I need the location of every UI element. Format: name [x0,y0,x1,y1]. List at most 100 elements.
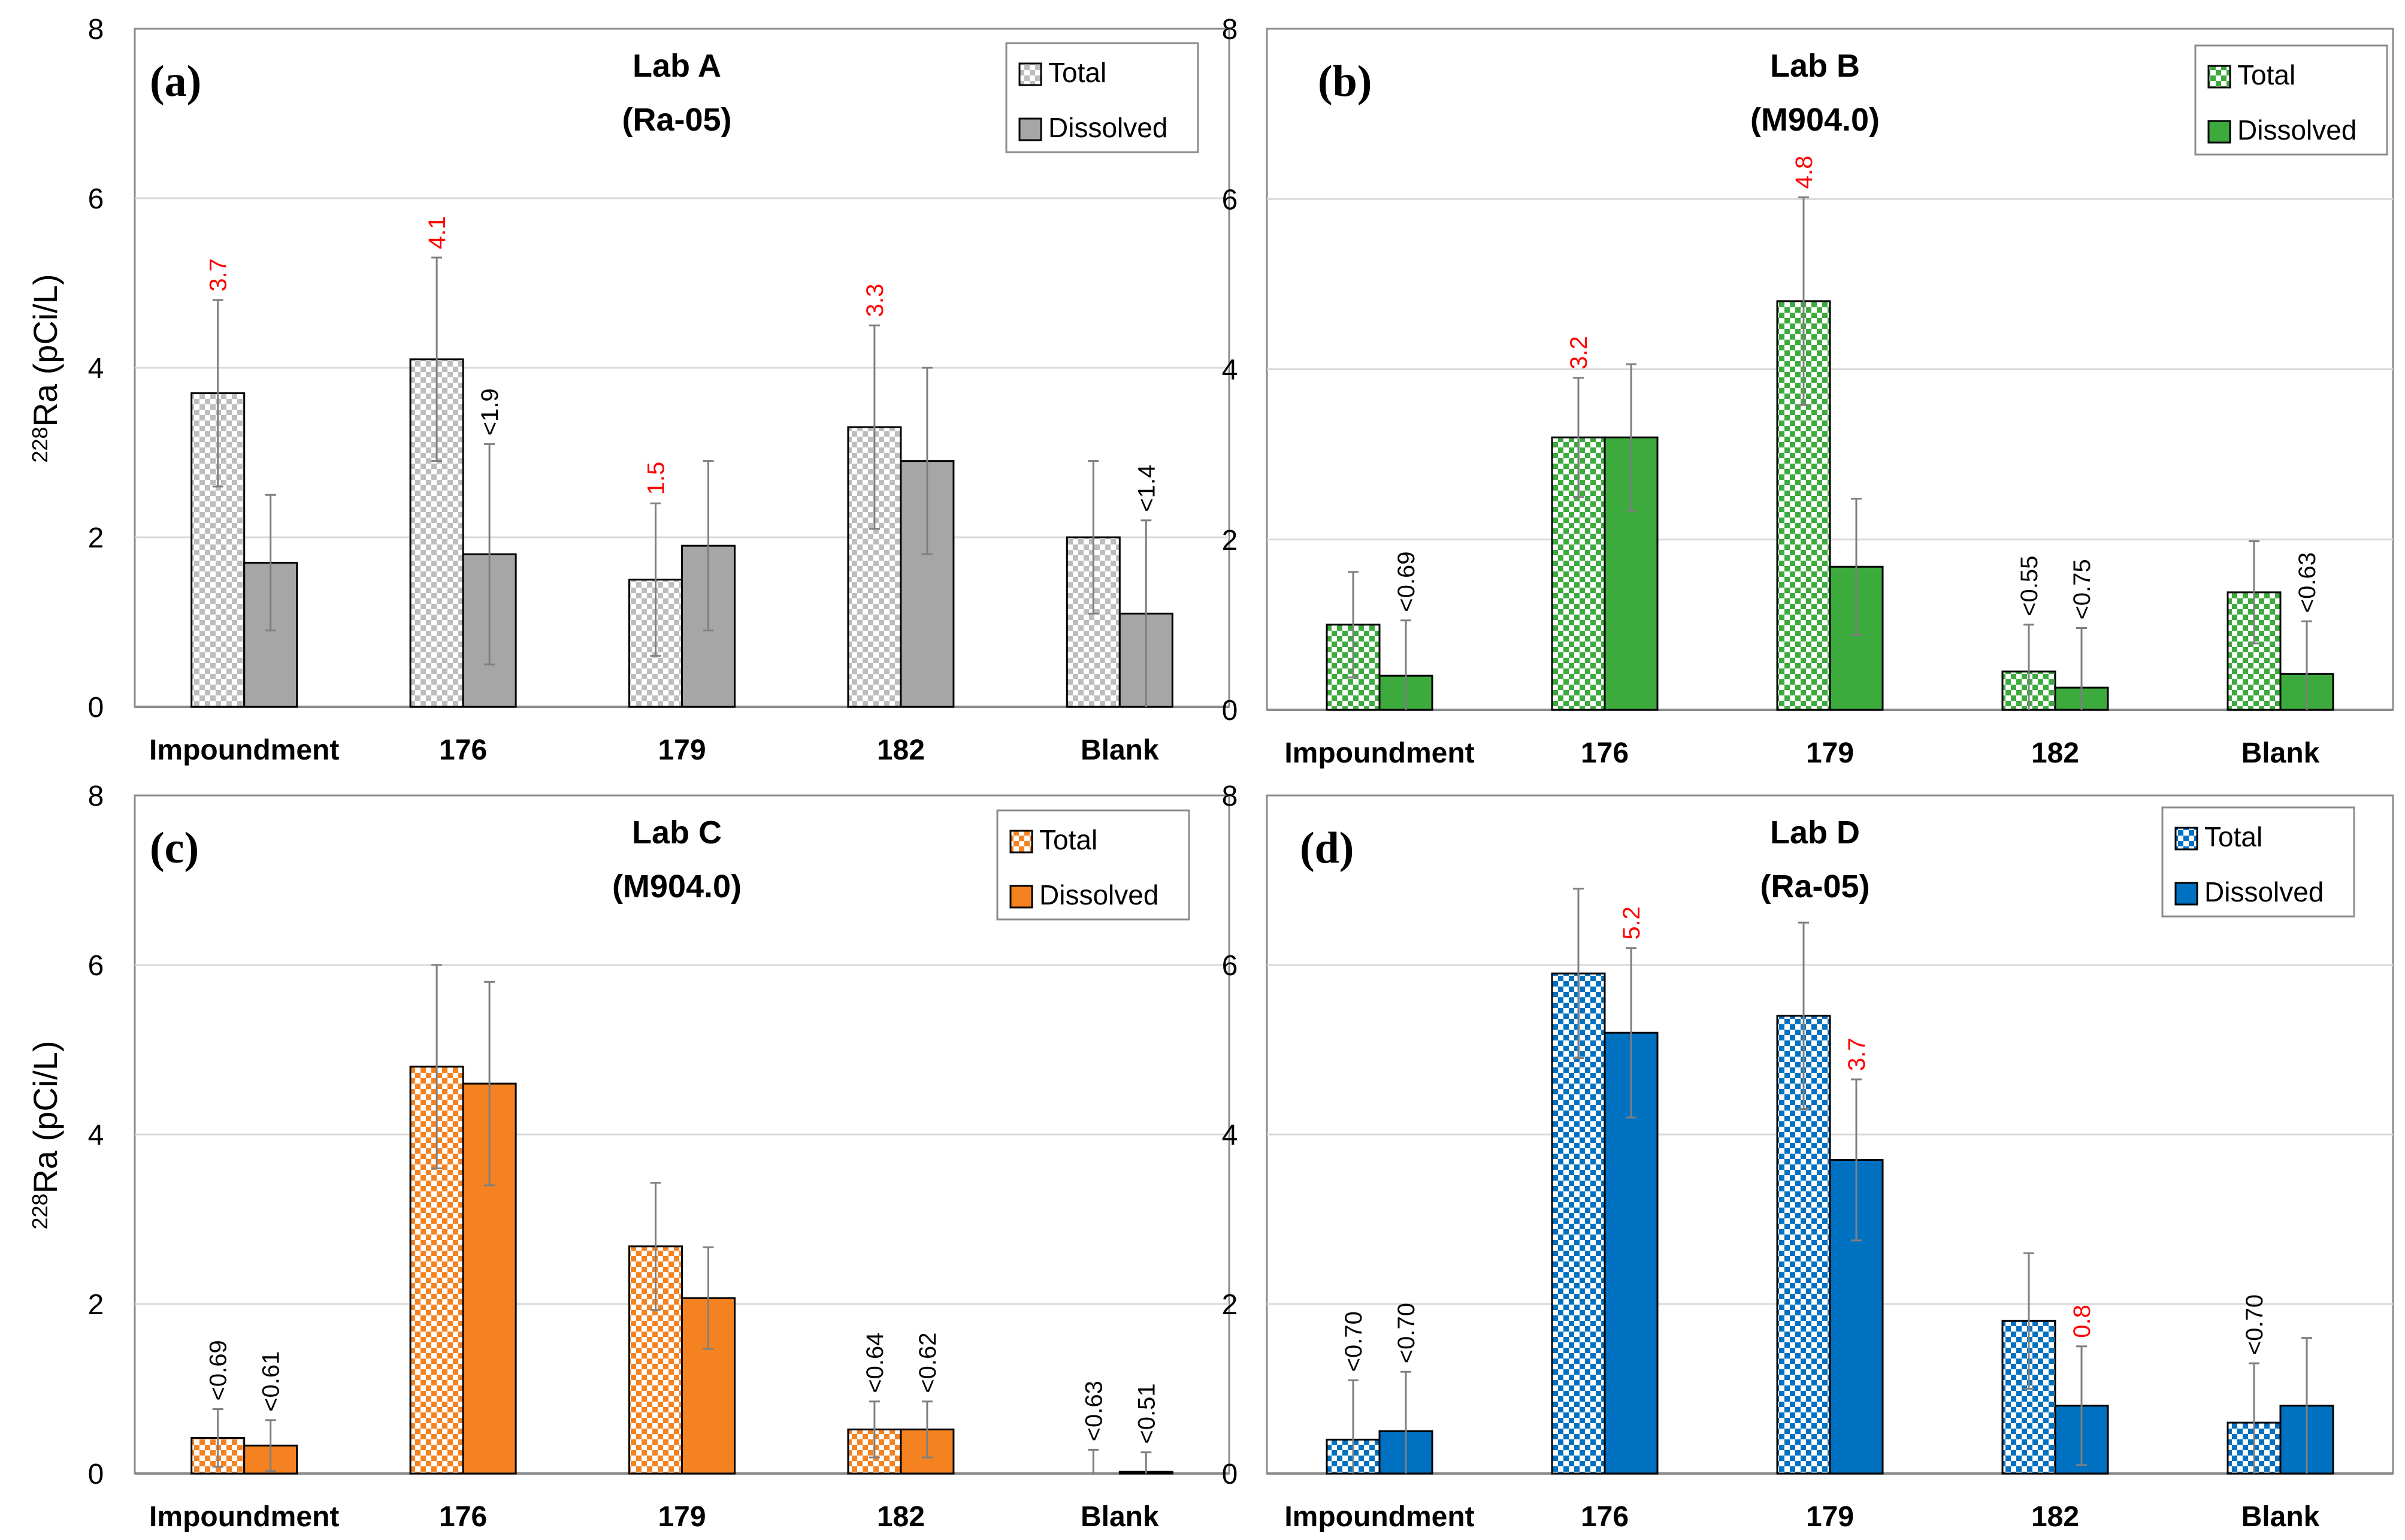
legend-label: Total [1039,824,1097,855]
chart-title: Lab B [1770,48,1860,84]
y-tick-label: 8 [1222,14,1238,46]
chart-panel-3: 0 2 4 6 8 Impoundment 176 179 182 Blank <0.70 <0.70… [1222,780,2394,1533]
y-tick-label: 2 [88,1289,104,1321]
y-tick-label: 6 [1222,184,1238,216]
legend-swatch-total [1018,62,1042,86]
legend-swatch-total [1009,830,1033,854]
y-tick-label: 8 [88,780,104,812]
x-tick-label: 179 [1806,1501,1854,1533]
data-label: 4.8 [1791,156,1817,189]
svg-text:228Ra (pCi/L): 228Ra (pCi/L) [26,274,64,462]
legend-label: Total [2237,59,2295,90]
data-label: <0.51 [1133,1383,1160,1444]
chart-title: Lab A [633,48,721,84]
legend-label: Total [1048,57,1106,88]
legend-swatch-dissolved [1009,885,1033,909]
svg-text:228Ra (pCi/L): 228Ra (pCi/L) [26,1040,64,1229]
data-label: <0.75 [2069,559,2095,619]
x-tick-label: Impoundment [1284,1501,1474,1533]
y-tick-label: 4 [88,353,104,385]
legend: Total Dissolved [996,809,1190,921]
chart-panel-1: 0 2 4 6 8 Impoundment 176 179 182 Blank <0.69 3.2 4.… [1222,14,2394,769]
legend-swatch-total [2207,65,2231,89]
panel-label: (d) [1300,824,1354,873]
chart-subtitle: (M904.0) [1750,102,1880,138]
data-label: 1.5 [643,462,670,495]
data-label: <0.69 [1393,552,1420,612]
data-label: 5.2 [1619,906,1645,940]
x-tick-label: 176 [1581,1501,1629,1533]
x-tick-label: Impoundment [149,734,339,766]
x-tick-label: 182 [877,1501,925,1533]
x-tick-label: Blank [2241,1501,2320,1533]
panel-label: (c) [150,824,199,873]
chart-subtitle: (Ra-05) [1760,869,1869,904]
data-label: <0.62 [915,1333,941,1393]
ylabel-superscript: 228 [28,427,52,463]
legend: Total Dissolved [1005,42,1199,153]
data-label: 0.8 [2069,1305,2095,1338]
y-tick-label: 6 [88,950,104,982]
data-label: <1.4 [1133,465,1160,512]
legend: Total Dissolved [2194,44,2388,156]
chart-subtitle: (Ra-05) [622,102,731,138]
x-tick-label: 176 [439,1501,487,1533]
data-label: <0.63 [1081,1381,1107,1441]
legend-swatch-dissolved [1018,117,1042,141]
legend: Total Dissolved [2161,806,2355,918]
y-tick-label: 2 [1222,1289,1238,1321]
data-label: <0.55 [2016,556,2043,616]
x-tick-label: 182 [2031,737,2079,769]
x-tick-label: Impoundment [149,1501,339,1533]
x-tick-label: 179 [1806,737,1854,769]
data-label: 3.2 [1566,336,1592,370]
ylabel-main: Ra (pCi/L) [26,1040,64,1193]
ylabel-main: Ra (pCi/L) [26,274,64,426]
x-tick-label: 182 [877,734,925,766]
y-tick-label: 2 [88,522,104,554]
shared-ylabel-top: 228Ra (pCi/L) [26,274,64,462]
legend-swatch-total [2174,827,2198,851]
bar-dissolved-179 [1829,1158,1884,1475]
data-label: 4.1 [424,216,450,249]
y-tick-label: 2 [1222,525,1238,556]
chart-panel-0: 0 2 4 6 8 Impoundment 176 179 182 Blank 3.7 4.1 <1.9… [88,14,1230,766]
panel-label: (b) [1318,57,1372,106]
shared-ylabel-bottom: 228Ra (pCi/L) [26,1040,64,1229]
x-tick-label: 182 [2031,1501,2079,1533]
y-tick-label: 8 [1222,780,1238,812]
data-label: 3.3 [862,284,888,317]
chart-panel-2: 0 2 4 6 8 Impoundment 176 179 182 Blank <0.69 <0.61… [88,780,1230,1533]
legend-label: Total [2204,821,2262,852]
x-tick-label: 179 [658,1501,706,1533]
data-label: <1.9 [477,388,503,435]
legend-label: Dissolved [1039,879,1158,910]
y-tick-label: 0 [1222,695,1238,727]
chart-title: Lab C [632,815,722,851]
x-tick-label: Blank [1081,1501,1159,1533]
panel-label: (a) [150,57,201,106]
legend-label: Dissolved [2237,114,2356,146]
data-label: <0.70 [2241,1294,2268,1355]
y-tick-label: 6 [88,183,104,215]
x-tick-label: 176 [1581,737,1629,769]
data-label: <0.61 [258,1351,285,1412]
y-tick-label: 4 [88,1120,104,1151]
data-label: <0.70 [1341,1311,1367,1372]
y-tick-label: 0 [88,1459,104,1490]
legend-swatch-dissolved [2174,882,2198,906]
y-tick-label: 4 [1222,1120,1238,1151]
x-tick-label: Impoundment [1284,737,1474,769]
data-label: <0.70 [1393,1303,1420,1363]
x-tick-label: Blank [1081,734,1159,766]
chart-subtitle: (M904.0) [612,869,742,904]
data-label: 3.7 [1844,1037,1870,1071]
y-tick-label: 4 [1222,355,1238,386]
ylabel-superscript: 228 [28,1194,52,1230]
legend-label: Dissolved [2204,876,2324,907]
x-tick-label: 176 [439,734,487,766]
data-label: <0.69 [205,1340,232,1400]
x-tick-label: 179 [658,734,706,766]
chart-title: Lab D [1770,815,1860,851]
